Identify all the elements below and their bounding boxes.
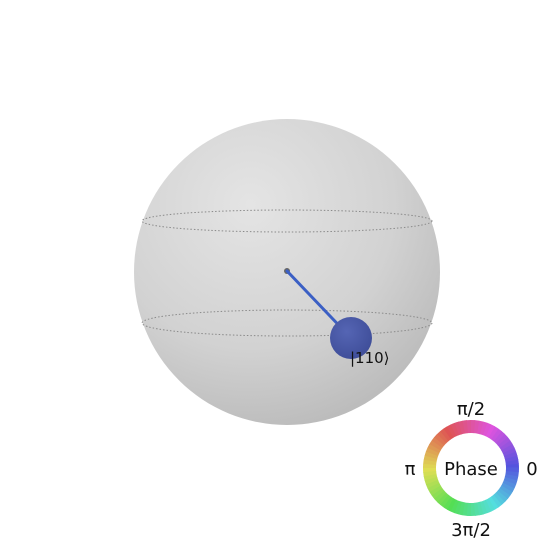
phase-label-bottom: 3π/2 <box>451 520 491 541</box>
phase-label-left: π <box>405 459 416 480</box>
phase-label-right: 0 <box>526 459 537 480</box>
state-label: |110⟩ <box>350 349 390 367</box>
phase-label-top: π/2 <box>457 399 485 420</box>
qsphere: |110⟩ <box>134 119 440 425</box>
phase-legend: Phase π/2 π 0 3π/2 <box>405 399 538 541</box>
phase-legend-title: Phase <box>444 459 498 480</box>
